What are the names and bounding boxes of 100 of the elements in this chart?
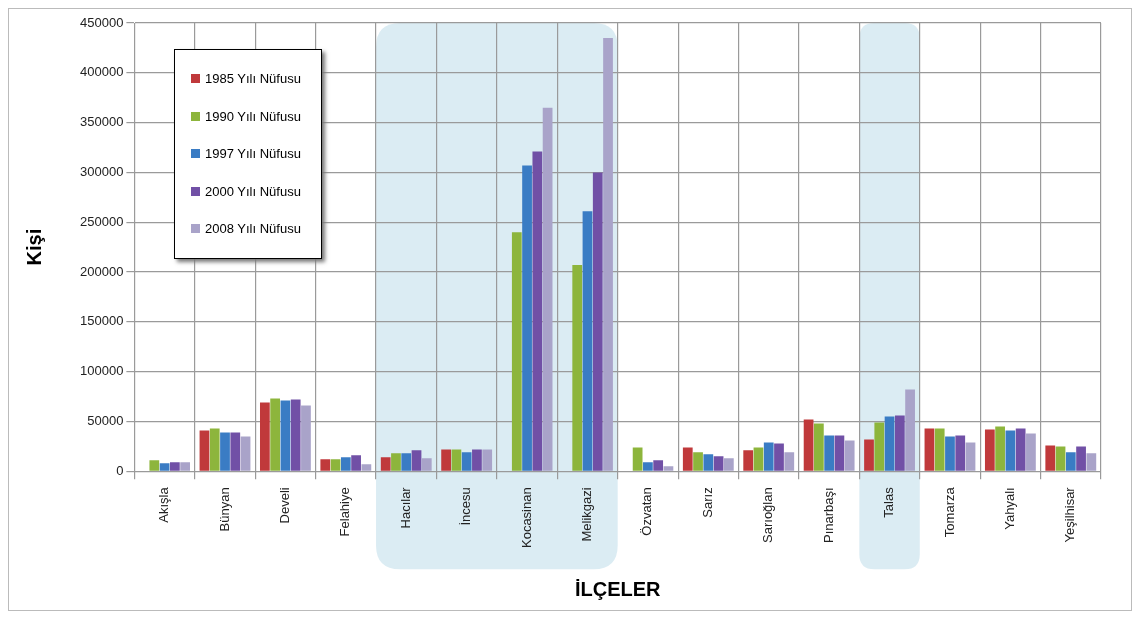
bar: [582, 211, 593, 471]
y-tick-label: 350000: [79, 114, 124, 130]
bar: [703, 454, 714, 471]
bar: [411, 450, 422, 471]
bar: [834, 435, 845, 471]
bar: [905, 389, 915, 471]
bar: [421, 458, 432, 471]
y-tick-label: 200000: [79, 263, 124, 279]
bar: [340, 457, 351, 471]
bar: [472, 449, 482, 471]
bar: [180, 462, 191, 471]
bar: [803, 419, 814, 471]
bar: [532, 151, 543, 471]
y-tick-label: 50000: [87, 413, 124, 429]
bar: [643, 462, 653, 471]
legend-label: 1985 Yılı Nüfusu: [205, 71, 301, 87]
x-tick-label: Develi: [276, 487, 292, 524]
y-tick-label: 450000: [79, 14, 124, 30]
x-tick-label: Özvatan: [639, 487, 655, 536]
bar: [955, 435, 966, 471]
bar: [270, 398, 281, 471]
bar: [482, 449, 493, 471]
x-tick-label: Hacılar: [397, 486, 413, 529]
x-tick-label: İncesu: [458, 487, 474, 526]
bar: [461, 452, 472, 471]
bar: [149, 460, 160, 471]
bar: [542, 107, 553, 471]
bar: [603, 37, 613, 471]
bar: [784, 452, 795, 471]
bar: [723, 458, 734, 471]
bar: [361, 464, 372, 471]
bar: [682, 447, 693, 471]
bar: [965, 442, 976, 471]
legend-label: 2008 Yılı Nüfusu: [205, 221, 301, 237]
bar: [522, 165, 532, 471]
y-tick-label: 300000: [79, 164, 124, 180]
legend-label: 2000 Yılı Nüfusu: [205, 183, 301, 199]
bar: [441, 449, 451, 471]
bar: [220, 432, 230, 471]
bar: [290, 399, 301, 471]
bar: [924, 428, 935, 471]
x-tick-label: Felahiye: [337, 487, 353, 537]
bar: [301, 405, 311, 471]
bar: [945, 436, 955, 471]
x-tick-label: Pınarbaşı: [820, 487, 836, 543]
bar: [995, 426, 1005, 471]
bar: [1026, 433, 1036, 471]
bar: [864, 439, 874, 471]
bar: [199, 430, 210, 471]
bar: [169, 462, 180, 471]
bar: [743, 450, 754, 471]
x-tick-label: Tomarza: [941, 486, 957, 538]
bar: [813, 423, 824, 471]
x-tick-label: Kocasinan: [518, 487, 534, 549]
bar: [844, 440, 855, 471]
y-tick-label: 100000: [79, 363, 124, 379]
y-tick-label: 150000: [79, 313, 124, 329]
bar: [632, 447, 643, 471]
x-tick-label: Bünyan: [216, 487, 232, 532]
bar: [511, 232, 522, 471]
bar: [824, 435, 835, 471]
legend-label: 1990 Yılı Nüfusu: [205, 108, 301, 124]
y-tick-label: 400000: [79, 64, 124, 80]
bar: [894, 415, 905, 471]
bar: [159, 463, 170, 471]
bar: [984, 429, 995, 471]
bar: [753, 447, 764, 471]
legend-label: 1997 Yılı Nüfusu: [205, 146, 301, 162]
bar: [713, 456, 724, 471]
bar: [1086, 453, 1097, 471]
bar: [874, 422, 885, 471]
y-axis-title: Kişi: [22, 228, 45, 266]
bar: [240, 436, 251, 471]
bar: [1055, 446, 1066, 471]
bar: [572, 265, 583, 471]
x-tick-label: Akışla: [156, 486, 172, 523]
bar: [1015, 428, 1026, 471]
bar: [693, 452, 703, 471]
y-tick-label: 250000: [79, 213, 124, 229]
x-tick-label: Yeşilhisar: [1062, 486, 1078, 543]
bar: [774, 443, 784, 471]
bar: [592, 172, 603, 471]
bar: [320, 459, 331, 471]
bar: [934, 428, 945, 471]
bar: [653, 460, 664, 471]
bar: [663, 466, 674, 471]
bar: [351, 455, 361, 471]
bar: [391, 453, 401, 471]
x-tick-label: Sarıoğlan: [760, 487, 776, 543]
bar: [1065, 452, 1076, 471]
bar: [260, 402, 270, 471]
x-tick-label: Talas: [881, 486, 897, 518]
bar: [763, 442, 774, 471]
bar: [451, 449, 462, 471]
bar: [1076, 446, 1086, 471]
bar: [1005, 430, 1016, 471]
bar: [230, 432, 241, 471]
bar: [380, 457, 391, 471]
x-tick-label: Sarız: [699, 487, 715, 518]
bar: [1045, 445, 1056, 471]
